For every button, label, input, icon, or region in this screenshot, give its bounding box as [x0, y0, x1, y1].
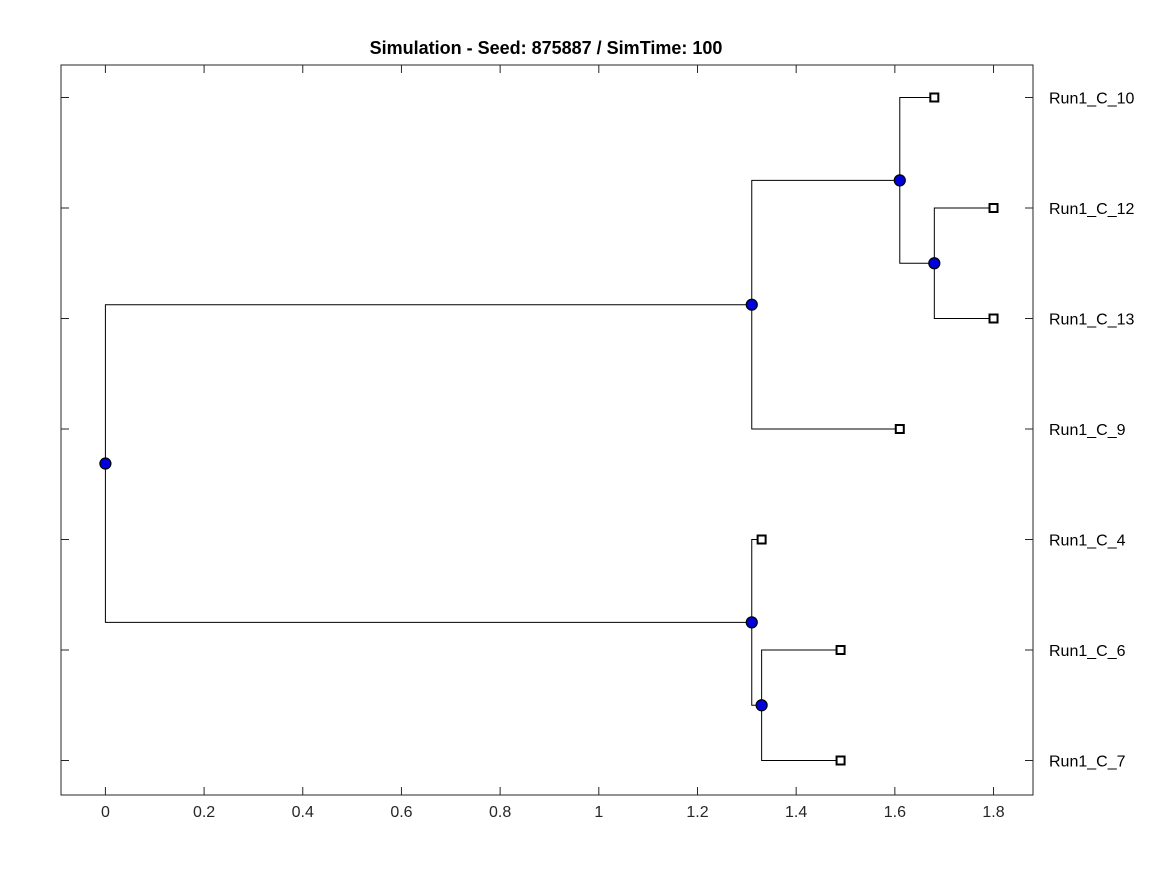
plot-area	[60, 64, 1034, 796]
branch	[751, 304, 900, 430]
x-tick-label: 0.8	[489, 804, 511, 821]
leaf-marker	[988, 313, 999, 324]
x-tick-label: 1.4	[785, 804, 807, 821]
x-tick-label: 0.2	[193, 804, 215, 821]
branch	[104, 463, 752, 623]
x-tick-label: 1.2	[686, 804, 708, 821]
x-tick-label: 0	[101, 804, 110, 821]
leaf-label: Run1_C_4	[1049, 533, 1126, 550]
leaf-label: Run1_C_7	[1049, 754, 1126, 771]
x-tick-label: 1	[594, 804, 603, 821]
leaf-marker	[835, 645, 846, 655]
branch	[761, 649, 841, 706]
branch	[104, 304, 752, 464]
node-marker	[893, 174, 906, 187]
leaf-label: Run1_C_10	[1049, 91, 1135, 108]
x-tick-label: 0.4	[292, 804, 314, 821]
branch	[933, 263, 994, 319]
node-marker	[745, 298, 758, 311]
x-tick-label: 1.8	[982, 804, 1004, 821]
node-markers	[99, 92, 999, 766]
chart-title: Simulation - Seed: 875887 / SimTime: 100	[370, 38, 723, 58]
node-marker	[745, 616, 758, 629]
branch	[899, 97, 935, 181]
x-tick-label: 0.6	[390, 804, 412, 821]
leaf-labels: Run1_C_10 Run1_C_12 Run1_C_13 Run1_C_9 Run1_…	[1049, 91, 1135, 771]
node-marker	[928, 257, 941, 270]
node-marker	[755, 699, 768, 712]
x-tick-label: 1.6	[884, 804, 906, 821]
axis-ticks: 0 0.2 0.4 0.6 0.8 1 1.2 1.4 1.6 1.8	[61, 65, 1033, 821]
leaf-label: Run1_C_6	[1049, 643, 1126, 660]
leaf-marker	[835, 755, 846, 766]
branch	[751, 179, 900, 305]
branch	[933, 207, 994, 264]
leaf-marker	[988, 203, 999, 213]
branch	[899, 180, 935, 264]
leaf-label: Run1_C_9	[1049, 422, 1126, 439]
leaf-marker	[894, 424, 905, 434]
node-marker	[99, 457, 112, 470]
branch-lines	[104, 97, 994, 761]
leaf-label: Run1_C_13	[1049, 312, 1135, 329]
branch	[761, 705, 841, 761]
branch	[751, 539, 762, 623]
leaf-marker	[929, 92, 940, 103]
leaf-label: Run1_C_12	[1049, 201, 1135, 218]
leaf-marker	[756, 534, 767, 545]
branch	[751, 622, 762, 706]
